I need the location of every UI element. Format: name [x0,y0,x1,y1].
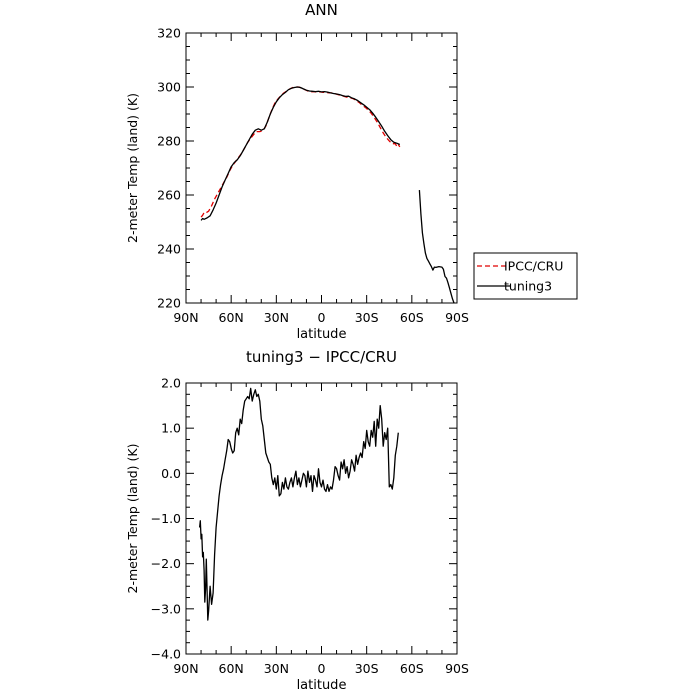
series-line [200,86,401,218]
y-tick-label: 0.0 [161,466,181,481]
legend-label: tuning3 [504,279,552,294]
x-tick-label: 60N [219,661,244,676]
x-tick-label: 90S [445,661,469,676]
x-tick-label: 30N [264,661,289,676]
x-tick-label: 90N [173,310,198,325]
plot-frame [185,32,458,304]
x-tick-label: 30N [264,310,289,325]
chart-title: tuning3 − IPCC/CRU [246,348,397,366]
y-tick-label: 300 [157,80,181,95]
y-tick-label: 280 [157,134,181,149]
x-tick-label: 90S [445,310,469,325]
legend-box [473,252,578,300]
series-line [418,190,455,303]
series-line [200,86,401,221]
x-tick-label: 60S [400,661,424,676]
chart-bottom-difference: 90N 60N 30N 0 30S 60S 90S −4.0 −3.0 −2.0 −1.0 0.0 1.… [125,348,469,693]
y-axis-label: 2-meter Temp (land) (K) [125,444,140,594]
series-ipcc-cru [200,86,401,218]
series-tuning3 [200,86,455,303]
chart-top-ann: 90N 60N 30N 0 30S 60S 90S 220 240 260 280 300 320 ANN… [125,1,469,342]
y-tick-label: 2.0 [161,376,181,391]
y-tick-label: −2.0 [151,556,181,571]
chart-title: ANN [305,1,338,19]
x-tick-label: 90N [173,661,198,676]
x-tick-label: 30S [355,310,379,325]
y-tick-label: −3.0 [151,601,181,616]
legend: IPCC/CRU tuning3 [473,252,578,300]
legend-label: IPCC/CRU [504,259,563,274]
series-0 [198,387,399,621]
x-tick-label: 0 [318,310,326,325]
series-line [198,387,399,621]
x-tick-label: 60N [219,310,244,325]
y-tick-label: 260 [157,188,181,203]
x-axis-label: latitude [297,327,347,342]
y-tick-label: −4.0 [151,647,181,662]
y-tick-label: 320 [157,26,181,41]
x-tick-label: 30S [355,661,379,676]
y-tick-label: 240 [157,242,181,257]
plot-frame [185,382,458,655]
x-tick-label: 0 [318,661,326,676]
y-axis-label: 2-meter Temp (land) (K) [125,93,140,243]
y-tick-label: 1.0 [161,421,181,436]
y-tick-label: −1.0 [151,511,181,526]
y-tick-label: 220 [157,296,181,311]
x-axis-label: latitude [297,678,347,693]
x-tick-label: 60S [400,310,424,325]
